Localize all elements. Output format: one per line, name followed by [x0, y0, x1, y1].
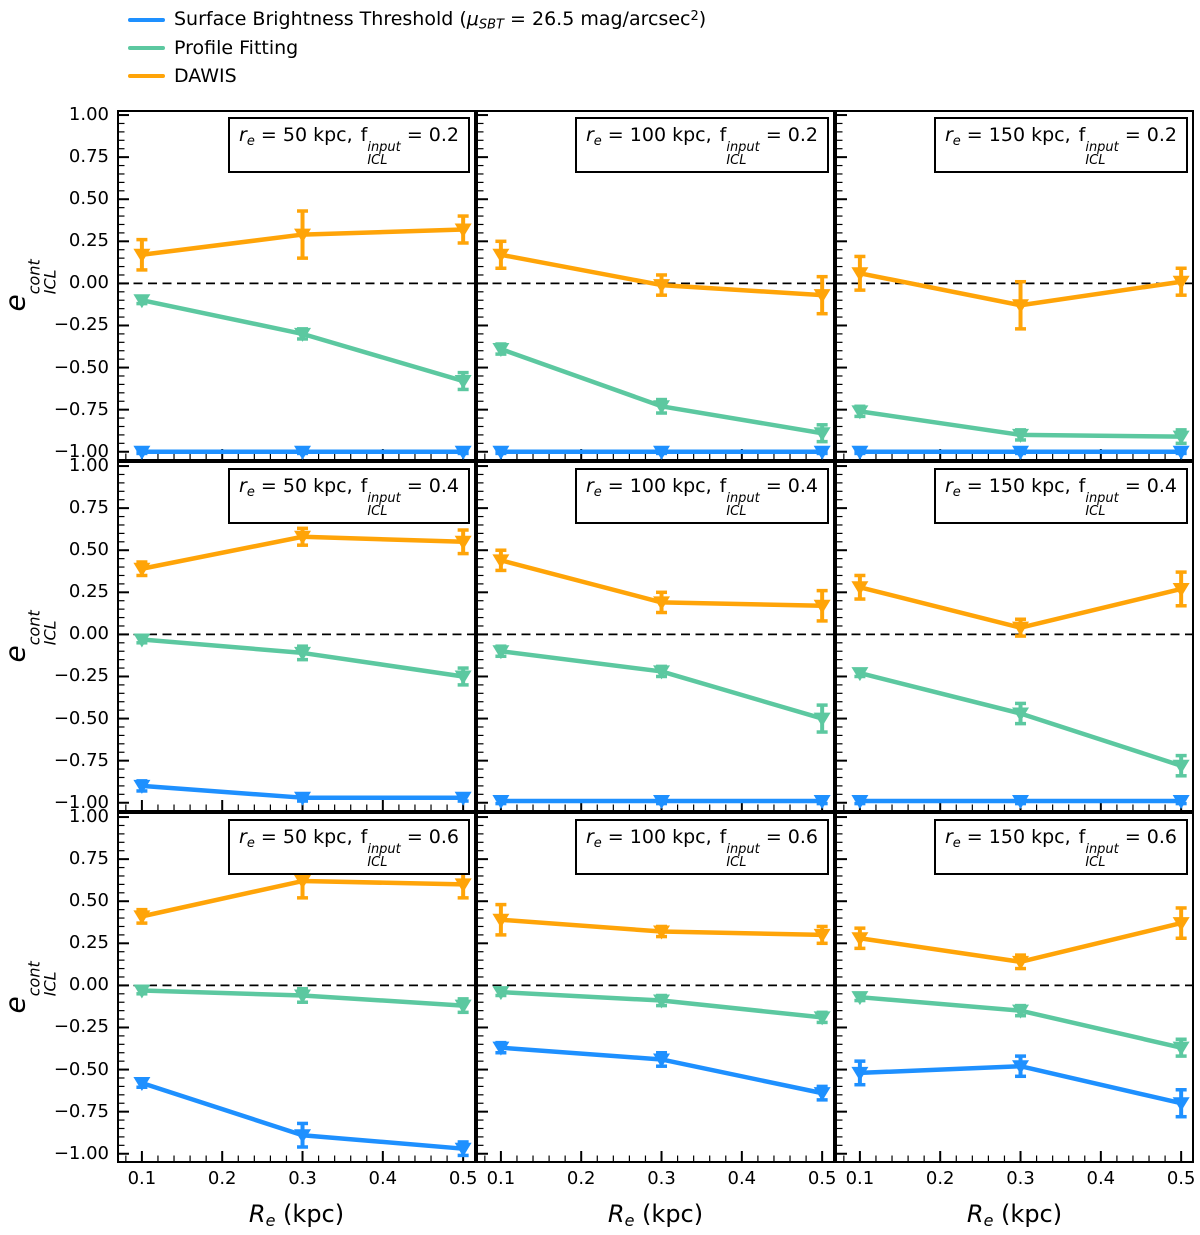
y-tick-label: 0.75 — [68, 497, 109, 519]
x-axis-label: Re (kpc) — [248, 1200, 345, 1230]
y-tick-label: −0.75 — [53, 749, 109, 771]
y-tick-label: −1.00 — [53, 791, 109, 813]
y-tick-label: −1.00 — [53, 440, 109, 462]
y-tick-label: 0.75 — [68, 146, 109, 168]
plot-canvas — [476, 110, 835, 461]
x-tick-label: 0.4 — [1086, 1168, 1116, 1189]
panel-title: re = 100 kpc, f input ICL = 0.6 — [574, 819, 829, 876]
y-tick-label: 0.00 — [68, 974, 109, 996]
y-tick-label: −0.50 — [53, 1058, 109, 1080]
y-tick-label: 1.00 — [68, 806, 109, 828]
panel-title: re = 50 kpc, f input ICL = 0.6 — [228, 819, 470, 876]
y-tick-label: 0.50 — [68, 890, 109, 912]
panel-title: re = 150 kpc, f input ICL = 0.6 — [933, 819, 1188, 876]
panel-re50-f0.4: re = 50 kpc, f input ICL = 0.4 1.00 0.75 0.50 0… — [0, 455, 476, 813]
legend-item-sbt: Surface Brightness Threshold (μSBT = 26.… — [128, 6, 706, 34]
y-tick-label: 0.50 — [68, 539, 109, 561]
legend-item-dawis: DAWIS — [128, 62, 706, 90]
x-tick-label: 0.5 — [1166, 1168, 1196, 1189]
x-tick-label: 0.2 — [925, 1168, 955, 1189]
y-tick-label: −0.50 — [53, 356, 109, 378]
x-tick-label: 0.5 — [807, 1168, 837, 1189]
legend-label-dawis: DAWIS — [174, 65, 237, 87]
plot-canvas — [476, 461, 835, 812]
panel-title: re = 50 kpc, f input ICL = 0.4 — [228, 468, 470, 525]
y-tick-label: 0.25 — [68, 581, 109, 603]
panel-title: re = 150 kpc, f input ICL = 0.2 — [933, 117, 1188, 174]
panel-re150-f0.2: re = 150 kpc, f input ICL = 0.2 — [835, 110, 1194, 461]
y-axis-label: e cont ICL — [0, 259, 60, 312]
panel-re100-f0.6: re = 100 kpc, f input ICL = 0.6 0.1 0.2 0.3 0.4… — [476, 812, 836, 1230]
y-tick-label: 0.25 — [68, 932, 109, 954]
y-tick-label: 0.25 — [68, 230, 109, 252]
plot-canvas — [835, 461, 1194, 812]
plot-canvas — [835, 110, 1194, 461]
panel-title: re = 100 kpc, f input ICL = 0.4 — [574, 468, 829, 525]
y-tick-label: −0.75 — [53, 398, 109, 420]
y-axis-label: e cont ICL — [0, 961, 60, 1014]
y-tick-label: −0.25 — [53, 1016, 109, 1038]
legend: Surface Brightness Threshold (μSBT = 26.… — [128, 6, 706, 90]
x-tick-label: 0.1 — [127, 1168, 157, 1189]
plot-canvas — [117, 461, 476, 812]
legend-label-profile-fitting: Profile Fitting — [174, 37, 299, 59]
x-tick-label: 0.5 — [448, 1168, 478, 1189]
x-tick-label: 0.4 — [368, 1168, 398, 1189]
panel-title: re = 100 kpc, f input ICL = 0.2 — [574, 117, 829, 174]
y-tick-label: −1.00 — [53, 1142, 109, 1164]
panel-re50-f0.2: re = 50 kpc, f input ICL = 0.2 1.00 0.75 0.50 0… — [0, 104, 476, 462]
plot-canvas — [117, 110, 476, 461]
y-axis-label: e cont ICL — [0, 610, 60, 663]
y-tick-label: 1.00 — [68, 455, 109, 477]
x-tick-label: 0.2 — [207, 1168, 237, 1189]
y-tick-label: 0.00 — [68, 623, 109, 645]
panel-title: re = 50 kpc, f input ICL = 0.2 — [228, 117, 470, 174]
x-tick-label: 0.1 — [845, 1168, 875, 1189]
x-tick-label: 0.1 — [486, 1168, 516, 1189]
y-tick-label: −0.25 — [53, 665, 109, 687]
plot-canvas — [835, 812, 1194, 1163]
x-tick-label: 0.4 — [727, 1168, 757, 1189]
plot-canvas — [476, 812, 835, 1163]
legend-line-dawis-swatch — [128, 74, 165, 78]
panel-re50-f0.6: re = 50 kpc, f input ICL = 0.6 1.00 0.75 0.50 0… — [0, 806, 477, 1230]
panel-title: re = 150 kpc, f input ICL = 0.4 — [933, 468, 1188, 525]
x-tick-label: 0.2 — [566, 1168, 596, 1189]
x-tick-label: 0.3 — [647, 1168, 676, 1189]
legend-label-sbt: Surface Brightness Threshold (μSBT = 26.… — [174, 7, 707, 33]
panel-re150-f0.6: re = 150 kpc, f input ICL = 0.6 0.1 0.2 0.3 0.4… — [835, 812, 1195, 1230]
x-axis-label: Re (kpc) — [607, 1200, 704, 1230]
legend-line-profile-fitting-swatch — [128, 46, 165, 50]
x-axis-label: Re (kpc) — [966, 1200, 1063, 1230]
legend-item-profile-fitting: Profile Fitting — [128, 34, 706, 62]
panel-re100-f0.4: re = 100 kpc, f input ICL = 0.4 — [476, 461, 835, 812]
x-tick-label: 0.3 — [1006, 1168, 1035, 1189]
x-tick-label: 0.3 — [288, 1168, 317, 1189]
panel-re100-f0.2: re = 100 kpc, f input ICL = 0.2 — [476, 110, 835, 461]
plot-canvas — [117, 812, 476, 1163]
mu-symbol: μ — [466, 7, 479, 30]
y-tick-label: 0.75 — [68, 848, 109, 870]
legend-line-sbt-swatch — [128, 18, 165, 22]
y-tick-label: −0.50 — [53, 707, 109, 729]
panel-re150-f0.4: re = 150 kpc, f input ICL = 0.4 — [835, 461, 1194, 812]
y-tick-label: 0.50 — [68, 188, 109, 210]
y-tick-label: −0.75 — [53, 1100, 109, 1122]
y-tick-label: −0.25 — [53, 314, 109, 336]
y-tick-label: 0.00 — [68, 272, 109, 294]
y-tick-label: 1.00 — [68, 104, 109, 126]
